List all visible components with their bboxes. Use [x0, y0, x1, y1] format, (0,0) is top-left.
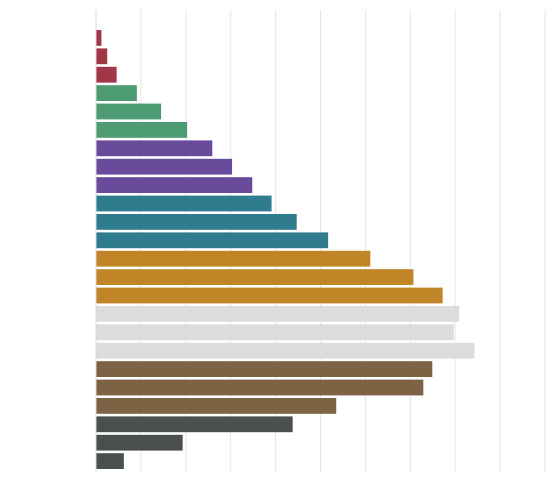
bar-group-5-1 [96, 250, 371, 267]
bar-group-2-3 [96, 122, 188, 138]
bar-group-1-3 [96, 66, 117, 83]
bar-group-5-2 [96, 269, 414, 285]
bar-group-3-2 [96, 158, 233, 175]
bar-group-1-2 [96, 48, 108, 65]
bar-group-3-3 [96, 177, 253, 193]
bar-group-6-1 [96, 306, 460, 322]
bar-group-6-2 [96, 324, 454, 341]
bar-group-3-1 [96, 140, 213, 157]
bar-group-2-1 [96, 85, 137, 101]
bar-group-8-3 [96, 453, 124, 469]
bar-group-2-2 [96, 103, 162, 120]
bar-group-1-1 [96, 30, 102, 46]
bar-group-8-2 [96, 434, 183, 451]
bar-group-5-3 [96, 287, 443, 304]
bar-group-7-3 [96, 398, 337, 414]
bar-group-7-1 [96, 361, 433, 377]
bar-group-6-3 [96, 342, 475, 359]
bars [96, 30, 475, 469]
bar-group-4-3 [96, 232, 329, 249]
bar-group-4-1 [96, 195, 272, 212]
bar-group-4-2 [96, 214, 297, 230]
bar-group-8-1 [96, 416, 293, 433]
bar-group-7-2 [96, 379, 424, 396]
